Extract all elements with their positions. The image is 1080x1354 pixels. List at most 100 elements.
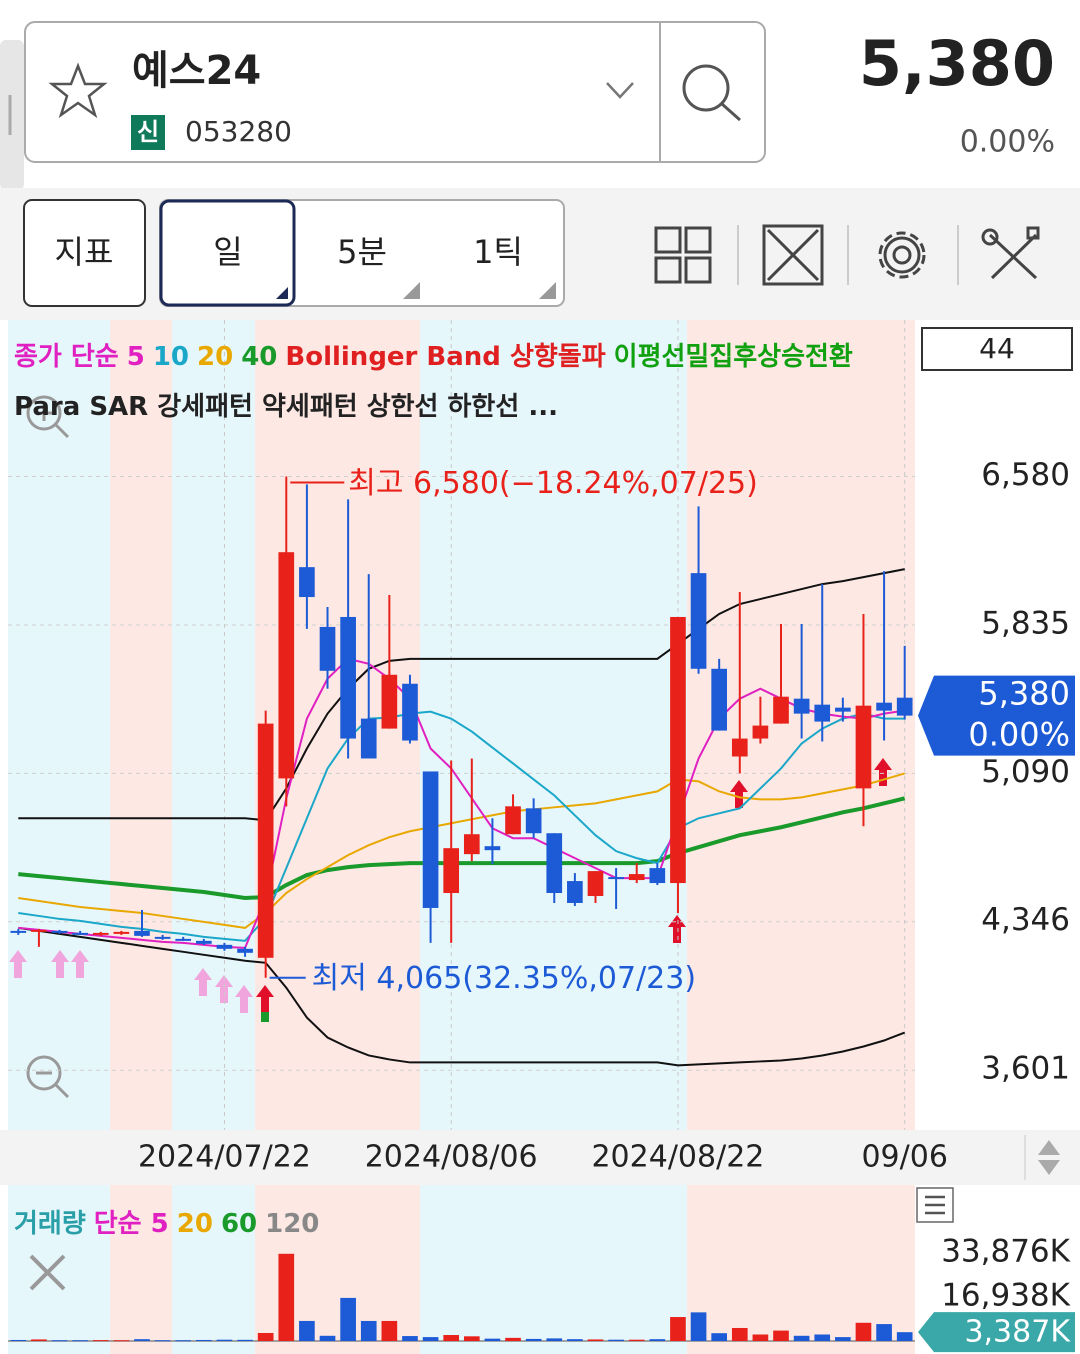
volume-bar xyxy=(92,1340,109,1342)
y-tick-label: 5,090 xyxy=(981,754,1070,790)
volume-tag xyxy=(918,1312,1075,1353)
legend-signal: 이평선밀집후상승전환 xyxy=(613,342,853,372)
current-price: 5,380 xyxy=(859,27,1055,100)
legend-item: 60 xyxy=(220,1209,258,1239)
volume-bar xyxy=(628,1339,645,1341)
candle-body xyxy=(752,725,769,739)
corner-mark xyxy=(539,282,556,299)
candle-body xyxy=(216,944,233,949)
legend-signal: Bollinger Band 상향돌파 xyxy=(285,342,606,372)
close-volume-icon[interactable] xyxy=(29,1254,66,1291)
volume-bar xyxy=(402,1336,418,1341)
candle-body xyxy=(587,871,604,897)
candle-body xyxy=(876,702,892,711)
moving-average xyxy=(18,772,905,929)
indicator-button[interactable] xyxy=(23,199,146,307)
stock-name: 예스24 xyxy=(132,48,261,94)
candle-body xyxy=(381,674,398,729)
volume-bar xyxy=(835,1337,851,1341)
period-tick[interactable]: 1틱 xyxy=(473,233,523,271)
volume-bar xyxy=(814,1334,831,1341)
layout-icon[interactable] xyxy=(654,226,712,284)
candle-body xyxy=(195,940,212,944)
candle-body xyxy=(731,738,748,757)
moving-average xyxy=(18,796,906,901)
price-tag-value: 5,380 xyxy=(978,675,1070,713)
candle-body xyxy=(422,771,439,908)
candle-body xyxy=(31,929,47,932)
legend-prefix: 거래량 xyxy=(14,1209,86,1239)
favorite-star[interactable] xyxy=(48,62,108,119)
candle-body xyxy=(484,846,501,851)
candle-body xyxy=(793,698,810,714)
zoom-in-icon[interactable] xyxy=(26,395,70,439)
price-legend-extra: Para SAR 강세패턴 약세패턴 상한선 하한선 ... xyxy=(14,386,566,423)
candle-body xyxy=(855,705,872,789)
price-change: 0.00% xyxy=(960,125,1055,160)
count-box[interactable] xyxy=(921,327,1073,371)
volume-bar xyxy=(567,1339,583,1341)
volume-bar xyxy=(752,1334,769,1341)
stock-code: 053280 xyxy=(185,115,292,148)
x-tick-label: 2024/08/22 xyxy=(591,1140,764,1175)
price-tag-change: 0.00% xyxy=(968,716,1070,754)
side-tab[interactable] xyxy=(0,40,24,190)
candle-body xyxy=(175,938,192,941)
volume-bar xyxy=(793,1335,810,1341)
candle-body xyxy=(525,808,542,834)
y-tick-label: 33,876K xyxy=(941,1233,1070,1269)
settings-icon[interactable] xyxy=(878,231,926,279)
x-tick-label: 2024/08/06 xyxy=(365,1140,538,1175)
volume-bar xyxy=(10,1339,27,1341)
volume-bar xyxy=(113,1340,130,1342)
x-tick-label: 09/06 xyxy=(861,1140,947,1175)
period-day[interactable]: 일 xyxy=(213,233,242,271)
legend-item: 40 xyxy=(241,342,278,372)
legend-item: 10 xyxy=(152,342,190,372)
volume-bar xyxy=(896,1332,913,1341)
signal-arrows xyxy=(9,950,253,1013)
legend-item: 5 xyxy=(126,342,145,372)
candle-body xyxy=(134,930,150,936)
volume-bar xyxy=(670,1317,686,1341)
y-tick-label: 3,601 xyxy=(981,1051,1070,1087)
tools-icon[interactable] xyxy=(981,226,1040,280)
candle-body xyxy=(402,683,418,741)
candle-body xyxy=(773,696,789,724)
dropdown-chevron[interactable] xyxy=(606,82,634,99)
period-minute[interactable]: 5분 xyxy=(337,233,387,271)
volume-bar xyxy=(546,1338,563,1341)
max-label: 최고 6,580(−18.24%,07/25) xyxy=(348,466,758,501)
search-icon[interactable] xyxy=(682,64,730,112)
badge: 신 xyxy=(137,118,159,146)
legend-item: 20 xyxy=(197,342,234,372)
volume-bands xyxy=(8,1185,915,1354)
y-tick-label: 5,835 xyxy=(981,605,1070,641)
volume-bar xyxy=(299,1320,315,1341)
menu-icon[interactable] xyxy=(916,1187,954,1223)
scroll-arrows[interactable] xyxy=(1038,1140,1060,1175)
volume-bar xyxy=(340,1297,356,1341)
volume-bar xyxy=(649,1339,666,1341)
candle-body xyxy=(628,874,645,881)
volume-bar xyxy=(422,1337,439,1341)
volume-bar xyxy=(175,1340,192,1342)
volume-bar xyxy=(463,1336,480,1341)
zoom-out-icon[interactable] xyxy=(26,1055,70,1099)
candle-body xyxy=(319,626,336,671)
search-box[interactable] xyxy=(24,21,766,163)
period-selected[interactable] xyxy=(159,199,296,307)
candle-body xyxy=(546,833,563,894)
volume-bar xyxy=(51,1340,68,1342)
candle-body xyxy=(113,931,130,934)
y-tick-label: 16,938K xyxy=(941,1277,1070,1313)
candle-body xyxy=(154,936,171,939)
fullscreen-icon[interactable] xyxy=(762,224,824,286)
x-tick-label: 2024/07/22 xyxy=(138,1140,311,1175)
legend-item: 단순 5 xyxy=(93,1209,169,1239)
volume-bar xyxy=(31,1339,47,1341)
volume-bar xyxy=(711,1333,728,1341)
volume-bar xyxy=(484,1338,501,1341)
